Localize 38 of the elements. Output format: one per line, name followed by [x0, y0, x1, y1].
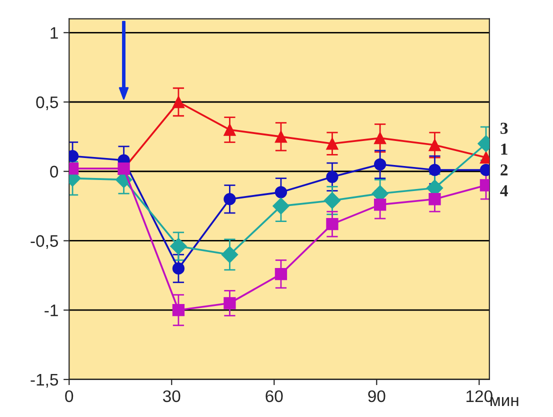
y-tick-label: -1: [44, 304, 58, 316]
point: [274, 268, 288, 280]
point: [326, 138, 338, 150]
y-tick-label: 1: [50, 27, 58, 39]
point: [274, 130, 288, 143]
point: [224, 193, 236, 206]
series-label: 4: [500, 185, 508, 196]
series-label: 3: [500, 122, 508, 134]
point: [272, 198, 290, 214]
point: [324, 192, 341, 209]
point: [172, 262, 185, 275]
point: [428, 138, 441, 152]
series-label: 2: [500, 164, 508, 176]
x-tick-label: 120: [466, 390, 492, 402]
point: [374, 132, 386, 144]
point: [428, 193, 441, 206]
x-tick-label: 30: [163, 390, 180, 402]
point: [374, 198, 386, 211]
point: [274, 186, 288, 198]
y-tick-label: 0,5: [36, 96, 58, 110]
x-tick-label: 0: [65, 390, 74, 402]
y-tick-label: -1,5: [30, 374, 58, 388]
point: [326, 218, 338, 230]
y-tick-label: -0,5: [30, 235, 58, 249]
point: [172, 96, 185, 108]
y-tick-label: 0: [50, 166, 58, 178]
point: [428, 164, 441, 176]
point: [326, 170, 338, 183]
point: [224, 297, 236, 310]
point: [221, 246, 238, 263]
point: [172, 304, 185, 316]
point: [374, 158, 386, 171]
point: [224, 124, 236, 136]
x-tick-label: 60: [266, 390, 283, 402]
x-tick-label: 90: [368, 390, 386, 402]
series-label: 1: [501, 144, 508, 155]
x-axis-title: мин: [490, 397, 518, 406]
point: [170, 238, 187, 255]
